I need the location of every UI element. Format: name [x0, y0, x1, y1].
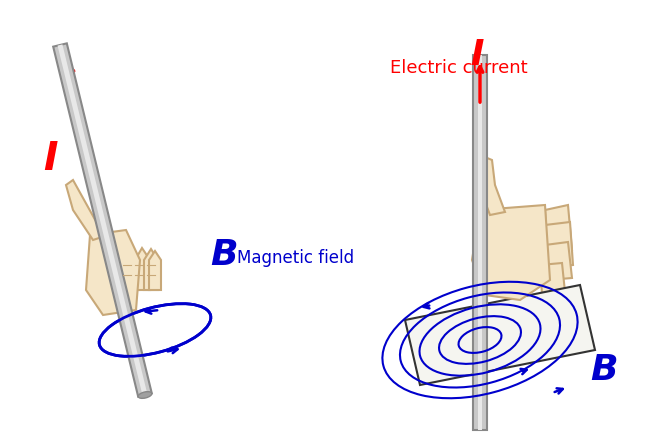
Polygon shape	[53, 44, 152, 396]
Polygon shape	[473, 55, 487, 430]
Polygon shape	[475, 155, 505, 215]
Polygon shape	[135, 248, 150, 290]
Text: Electric current: Electric current	[390, 59, 528, 77]
Polygon shape	[478, 55, 482, 430]
Polygon shape	[540, 263, 565, 294]
Text: I: I	[470, 38, 484, 72]
Polygon shape	[123, 246, 139, 290]
Polygon shape	[58, 44, 148, 396]
Polygon shape	[86, 230, 140, 315]
Polygon shape	[66, 180, 108, 240]
Polygon shape	[472, 205, 550, 300]
Text: Magnetic field: Magnetic field	[237, 249, 354, 267]
Polygon shape	[144, 249, 158, 290]
Text: I: I	[43, 140, 57, 178]
Polygon shape	[545, 205, 572, 255]
Polygon shape	[405, 285, 595, 385]
Polygon shape	[545, 222, 573, 268]
Polygon shape	[545, 242, 572, 280]
Polygon shape	[149, 251, 161, 290]
Text: B: B	[590, 353, 618, 387]
Text: B: B	[210, 238, 237, 272]
Ellipse shape	[138, 392, 152, 398]
